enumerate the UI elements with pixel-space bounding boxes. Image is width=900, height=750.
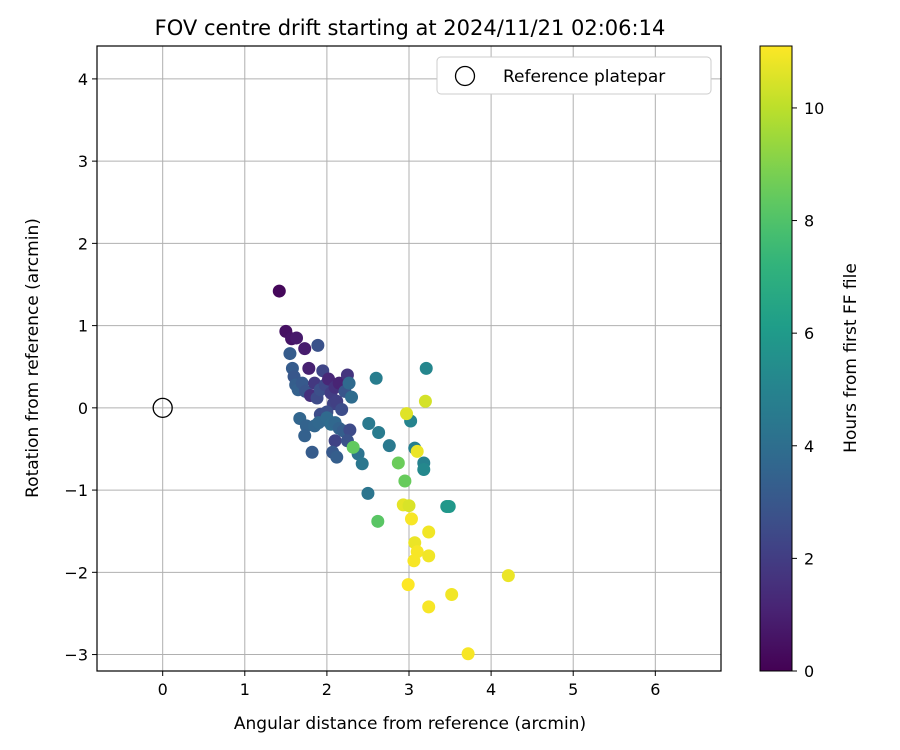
data-point xyxy=(418,394,432,408)
data-point xyxy=(404,512,418,526)
x-ticks: 0 1 2 3 4 5 6 xyxy=(158,671,660,699)
data-point xyxy=(371,514,385,528)
data-point xyxy=(361,486,375,500)
y-tick-label: 3 xyxy=(78,152,88,171)
data-point xyxy=(346,440,360,454)
data-point xyxy=(501,569,515,583)
legend-reference-marker xyxy=(454,65,476,87)
data-point xyxy=(401,578,415,592)
colorbar-tick-label: 4 xyxy=(804,437,814,456)
y-tick-label: −1 xyxy=(64,481,88,500)
data-point xyxy=(422,549,436,563)
y-tick-label: −3 xyxy=(64,646,88,665)
data-point xyxy=(335,402,349,416)
y-tick-label: 1 xyxy=(78,317,88,336)
y-tick-label: −2 xyxy=(64,563,88,582)
data-point xyxy=(362,416,376,430)
data-point xyxy=(442,500,456,514)
data-point xyxy=(402,499,416,513)
data-point xyxy=(283,347,297,361)
reference-platepar-marker xyxy=(152,397,173,418)
data-point xyxy=(311,338,325,352)
y-axis-label: Rotation from reference (arcmin) xyxy=(23,218,43,498)
data-point xyxy=(419,361,433,375)
chart-title: FOV centre drift starting at 2024/11/21 … xyxy=(155,16,666,40)
data-point xyxy=(391,456,405,470)
colorbar xyxy=(759,45,793,672)
data-point xyxy=(343,423,357,437)
data-point xyxy=(302,361,316,375)
data-point xyxy=(369,371,383,385)
data-point xyxy=(272,284,286,298)
x-tick-label: 1 xyxy=(240,680,250,699)
data-point xyxy=(407,554,421,568)
data-point xyxy=(290,331,304,345)
data-point xyxy=(330,450,344,464)
colorbar-tick-label: 0 xyxy=(804,662,814,681)
colorbar-ticks: 0 2 4 6 8 10 xyxy=(792,99,824,681)
data-point xyxy=(345,390,359,404)
data-point xyxy=(355,457,369,471)
x-tick-label: 0 xyxy=(158,680,168,699)
data-point xyxy=(445,588,459,602)
colorbar-label: Hours from first FF file xyxy=(841,263,861,453)
legend-label-reference: Reference platepar xyxy=(503,67,665,87)
data-point xyxy=(382,439,396,453)
x-axis-label: Angular distance from reference (arcmin) xyxy=(234,714,586,734)
x-tick-label: 3 xyxy=(404,680,414,699)
data-point xyxy=(461,647,475,661)
data-point xyxy=(398,474,412,488)
colorbar-tick-label: 10 xyxy=(804,99,824,118)
y-tick-label: 0 xyxy=(78,399,88,418)
data-point xyxy=(298,429,312,443)
legend: Reference platepar xyxy=(436,56,712,95)
data-point xyxy=(298,342,312,356)
data-point xyxy=(422,525,436,539)
x-tick-label: 6 xyxy=(650,680,660,699)
y-tick-label: 2 xyxy=(78,234,88,253)
x-tick-label: 5 xyxy=(568,680,578,699)
data-point xyxy=(410,444,424,458)
data-point xyxy=(342,376,356,390)
data-point xyxy=(400,407,414,421)
x-tick-label: 4 xyxy=(486,680,496,699)
reference-marker xyxy=(152,397,173,418)
x-tick-label: 2 xyxy=(322,680,332,699)
data-point xyxy=(422,600,436,614)
data-point xyxy=(417,463,431,477)
y-tick-label: 4 xyxy=(78,70,88,89)
colorbar-tick-label: 8 xyxy=(804,212,814,231)
data-point xyxy=(372,426,386,440)
grid-lines xyxy=(97,46,721,671)
data-point xyxy=(328,434,342,448)
colorbar-tick-label: 6 xyxy=(804,324,814,343)
colorbar-tick-label: 2 xyxy=(804,549,814,568)
y-ticks: −3 −2 −1 0 1 2 3 4 xyxy=(64,70,97,665)
data-point xyxy=(305,445,319,459)
data-points xyxy=(272,284,515,661)
